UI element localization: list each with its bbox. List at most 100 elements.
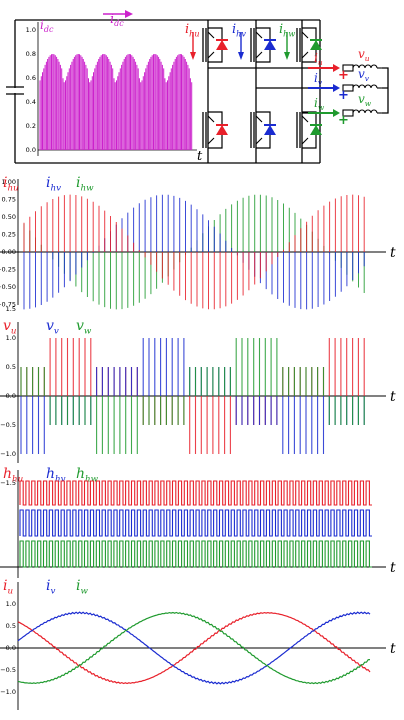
panel-label-iv: iv [46, 578, 55, 597]
inset-ytick-label: 0.0 [26, 146, 36, 154]
panel-label-vw: vw [76, 318, 92, 337]
igbt-w-high [284, 27, 322, 63]
phase-voltage-label-w: vw [358, 92, 372, 108]
diode-triangle [216, 40, 228, 50]
diode-triangle [310, 40, 322, 50]
panel-p1: t 1.00 0.75 0.50 0.25 0.00 −0.25 −0.50 −0.75 ihu i… [0, 175, 396, 310]
diode-triangle [264, 125, 276, 135]
panel-ytick-label: 1.0 [6, 334, 16, 342]
load-inductor [352, 64, 378, 69]
phase-voltage-w [20, 338, 365, 454]
inset-ytick-label: 0.4 [26, 98, 36, 106]
panel-t-label: t [390, 245, 396, 261]
phase-current-arrow-head [333, 64, 340, 72]
panel-p4: t 1.0 0.5 0.0 −0.5 −1.0 iu iv iw [0, 578, 396, 710]
switch-current-arrow-head [284, 52, 290, 60]
igbt-switches [190, 27, 322, 149]
idc-arrow-label: idc [110, 12, 124, 28]
panel-p3: t hhu hhv hhw [0, 466, 396, 578]
gate-signal-u [19, 480, 372, 506]
igbt-v-high [238, 27, 276, 63]
panel-t-label: t [390, 560, 396, 576]
panel-label-vu: vu [3, 318, 17, 337]
inset-ytick-label: 0.2 [26, 122, 36, 130]
inset-ytick-label: 0.8 [26, 50, 36, 58]
panel-ytick-label: 0.75 [2, 196, 16, 204]
load-w [342, 109, 382, 117]
phase-current-label-u: iu [314, 51, 323, 67]
panel-ytick-label: 1.0 [6, 600, 16, 608]
panel-ytick-label: 0.5 [6, 622, 16, 630]
load-u [342, 64, 382, 72]
star-point-wire [382, 67, 389, 114]
panel-label-ihv: ihv [46, 175, 61, 194]
igbt-terminal [255, 115, 263, 145]
phase-current-u [17, 611, 371, 685]
diode-triangle [264, 40, 276, 50]
inset-t-label: t [197, 149, 203, 164]
panel-label-ihu: ihu [3, 175, 19, 194]
panel-ytick-label: 0.50 [2, 213, 16, 221]
phase-voltage-label-v: vv [358, 67, 370, 83]
diode-triangle [216, 125, 228, 135]
igbt-u-high [190, 27, 228, 63]
waveform-panels: t 1.00 0.75 0.50 0.25 0.00 −0.25 −0.50 −0.75 ihu i… [0, 175, 396, 710]
igbt-w-low [296, 111, 322, 149]
panel-ytick-label: −1.0 [0, 688, 16, 696]
panel-ytick-label: −1.5 [0, 479, 16, 487]
igbt-terminal [255, 31, 263, 59]
panel-ytick-label: 0.00 [2, 248, 16, 256]
phase-current-v [17, 611, 371, 685]
diode-triangle [310, 125, 322, 135]
panel-ytick-label: 0.0 [6, 392, 16, 400]
igbt-v-low [250, 111, 276, 149]
load-v [342, 84, 382, 92]
load-inductor [352, 109, 378, 114]
panel-label-hhu: hhu [3, 466, 23, 485]
phase-current-label-w: iw [314, 96, 325, 112]
panel-label-hhv: hhv [46, 466, 66, 485]
gate-signal-w [19, 540, 372, 568]
panel-ytick-label: 0.5 [6, 363, 16, 371]
panel-label-vv: vv [46, 318, 59, 337]
inset-idc-label: idc [40, 18, 54, 34]
switch-current-label-hv: ihv [232, 22, 246, 38]
rl-loads [342, 64, 382, 117]
panel-t-label: t [390, 389, 396, 405]
igbt-terminal [301, 115, 309, 145]
inset-ytick-label: 1.0 [26, 26, 36, 34]
load-inductor [352, 84, 378, 89]
switch-current-arrow-head [190, 52, 196, 60]
igbt-terminal [207, 31, 215, 59]
phase-current-arrow-head [333, 84, 340, 92]
panel-label-iw: iw [76, 578, 88, 597]
switch-and-phase-labels: ihu ihv ihw iu iv iw vu + vv + vw + [185, 22, 372, 128]
plus-sign: + [338, 88, 349, 103]
phase-current-label-v: iv [314, 71, 323, 87]
panel-ytick-label: −0.50 [0, 283, 16, 291]
panel-t-label: t [390, 641, 396, 657]
panel-ytick-label: −0.75 [0, 301, 16, 309]
panel-ytick-label: −0.25 [0, 266, 16, 274]
igbt-u-low [202, 111, 228, 149]
panel-ytick-label: −1.0 [0, 450, 16, 458]
plus-sign: + [338, 68, 349, 83]
panel-ytick-label: 1.5 [6, 305, 16, 313]
phase-current-w [17, 611, 371, 685]
panel-ytick-label: 0.25 [2, 231, 16, 239]
panel-ytick-label: 1.00 [2, 178, 16, 186]
plus-sign: + [338, 113, 349, 128]
panel-ytick-label: −0.5 [0, 666, 16, 674]
panel-p2: t 1.5 1.0 0.5 0.0 −0.5 −1.0 −1.5 vu vv vw [0, 305, 396, 487]
switch-current-label-hw: ihw [279, 22, 295, 38]
gate-signal-v [19, 509, 372, 537]
panel-label-ihw: ihw [76, 175, 94, 194]
panel-ytick-label: 0.0 [6, 644, 16, 652]
panel-label-iu: iu [3, 578, 13, 597]
igbt-terminal [301, 31, 309, 59]
idc-waveform [39, 54, 193, 150]
switch-current-u [23, 194, 365, 310]
idc-inset-chart: 1.0 0.8 0.6 0.4 0.2 0.0 [26, 22, 197, 156]
igbt-terminal [207, 115, 215, 145]
